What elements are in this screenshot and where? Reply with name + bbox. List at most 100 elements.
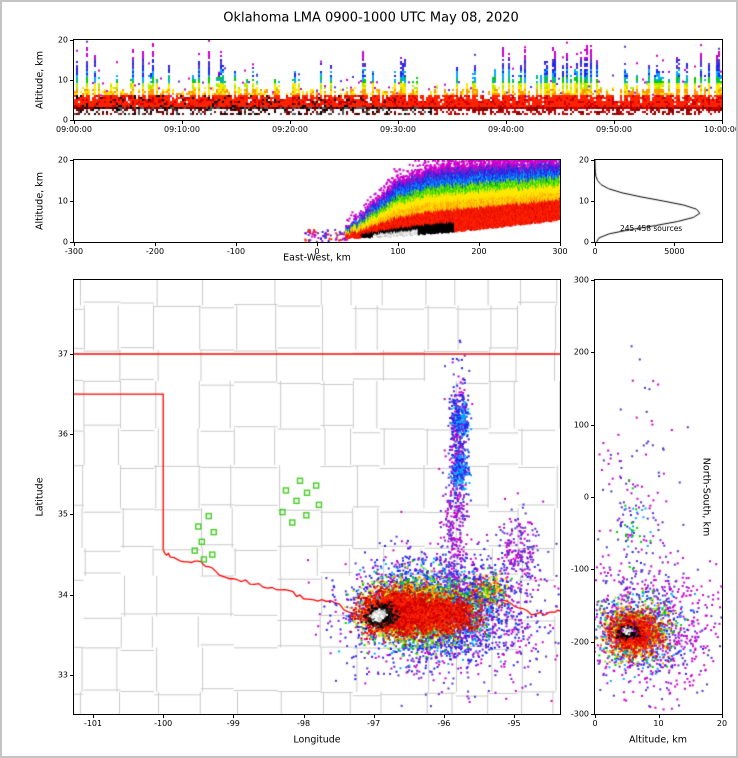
tick-mark (70, 201, 73, 202)
tick-mark (74, 121, 75, 124)
tick-label: 10 (653, 719, 664, 728)
figure-title: Oklahoma LMA 0900-1000 UTC May 08, 2020 (223, 10, 519, 26)
source-count-annotation: 245,458 sources (620, 224, 683, 233)
tick-label: -100 (154, 719, 173, 728)
tick-mark (591, 714, 594, 715)
tick-mark (591, 242, 594, 243)
tick-label: 5000 (664, 247, 685, 256)
tick-mark (155, 243, 156, 246)
tick-mark (560, 243, 561, 246)
tick-label: -200 (145, 247, 165, 256)
tick-mark (722, 121, 723, 124)
tick-label: 200 (471, 247, 487, 256)
tick-mark (74, 243, 75, 246)
north-south-altitude-panel (594, 279, 723, 715)
tick-mark (233, 715, 235, 718)
tick-label: 10 (578, 196, 589, 206)
map-ylabel: Latitude (34, 477, 46, 517)
tick-mark (591, 641, 594, 643)
tick-mark (722, 715, 723, 718)
tick-mark (70, 80, 73, 81)
tick-mark (398, 121, 399, 124)
tick-mark (674, 243, 676, 246)
tick-mark (290, 121, 291, 124)
tick-mark (70, 434, 73, 436)
altitude-histogram-canvas (595, 160, 722, 242)
tick-mark (658, 715, 660, 718)
tick-mark (70, 40, 73, 41)
tick-mark (70, 674, 73, 676)
tick-label: -97 (367, 719, 381, 728)
tick-label: 10:00:00 (704, 125, 738, 134)
ns-altitude-ylabel: North-South, km (700, 457, 712, 537)
tick-label: 0 (62, 115, 68, 125)
tick-mark (595, 243, 596, 246)
tick-mark (506, 121, 507, 124)
tick-label: 36 (57, 429, 68, 439)
tick-label: 09:10:00 (164, 125, 200, 134)
tick-label: -98 (296, 719, 311, 728)
map-xlabel: Longitude (293, 734, 341, 746)
tick-label: 10 (57, 75, 68, 85)
ew-altitude-xlabel: East-West, km (283, 252, 351, 264)
tick-mark (70, 514, 73, 516)
tick-label: 300 (552, 247, 568, 256)
tick-mark (398, 243, 399, 246)
tick-label: -100 (226, 247, 246, 256)
tick-mark (479, 243, 480, 246)
tick-mark (70, 160, 73, 161)
tick-label: 100 (573, 420, 589, 430)
tick-mark (443, 715, 445, 718)
tick-mark (591, 569, 594, 571)
tick-mark (163, 715, 165, 718)
tick-mark (595, 715, 596, 718)
tick-mark (70, 120, 73, 121)
ns-altitude-xlabel: Altitude, km (629, 734, 687, 746)
tick-mark (514, 715, 516, 718)
tick-label: -300 (64, 247, 84, 256)
tick-label: -96 (437, 719, 451, 728)
tick-mark (591, 424, 594, 426)
tick-label: 34 (57, 590, 68, 600)
tick-mark (70, 242, 73, 243)
time-height-canvas (74, 40, 722, 120)
tick-label: 20 (578, 155, 589, 165)
tick-label: 37 (57, 349, 68, 359)
tick-label: 33 (57, 670, 68, 680)
tick-label: 200 (573, 347, 589, 357)
tick-mark (591, 160, 594, 161)
altitude-histogram-panel (594, 159, 723, 243)
tick-label: 0 (314, 247, 320, 256)
tick-mark (317, 243, 318, 246)
tick-mark (591, 497, 594, 498)
tick-label: 0 (62, 237, 68, 247)
tick-mark (93, 715, 95, 718)
tick-mark (70, 594, 73, 596)
time-height-panel (73, 39, 723, 121)
tick-mark (591, 352, 594, 354)
tick-label: 35 (57, 509, 68, 519)
tick-label: 20 (716, 719, 728, 728)
tick-label: -200 (570, 637, 589, 647)
tick-label: -100 (570, 564, 589, 574)
tick-label: 20 (57, 35, 68, 45)
tick-label: -300 (570, 709, 589, 719)
time-height-ylabel: Altitude, km (34, 51, 46, 109)
tick-mark (591, 280, 594, 281)
tick-label: 100 (390, 247, 406, 256)
tick-label: -101 (83, 719, 103, 728)
tick-label: 10 (57, 196, 68, 206)
plan-view-map-panel (73, 279, 561, 715)
tick-label: 0 (583, 237, 589, 247)
tick-label: 20 (57, 155, 68, 165)
tick-mark (614, 121, 615, 124)
tick-label: 300 (573, 275, 589, 285)
tick-label: 09:40:00 (488, 125, 524, 134)
tick-label: 0 (583, 492, 589, 502)
tick-label: 09:50:00 (596, 125, 632, 134)
tick-label: 09:00:00 (56, 125, 92, 134)
tick-mark (236, 243, 237, 246)
plan-view-map-canvas (74, 280, 560, 714)
tick-label: 0 (592, 247, 598, 256)
